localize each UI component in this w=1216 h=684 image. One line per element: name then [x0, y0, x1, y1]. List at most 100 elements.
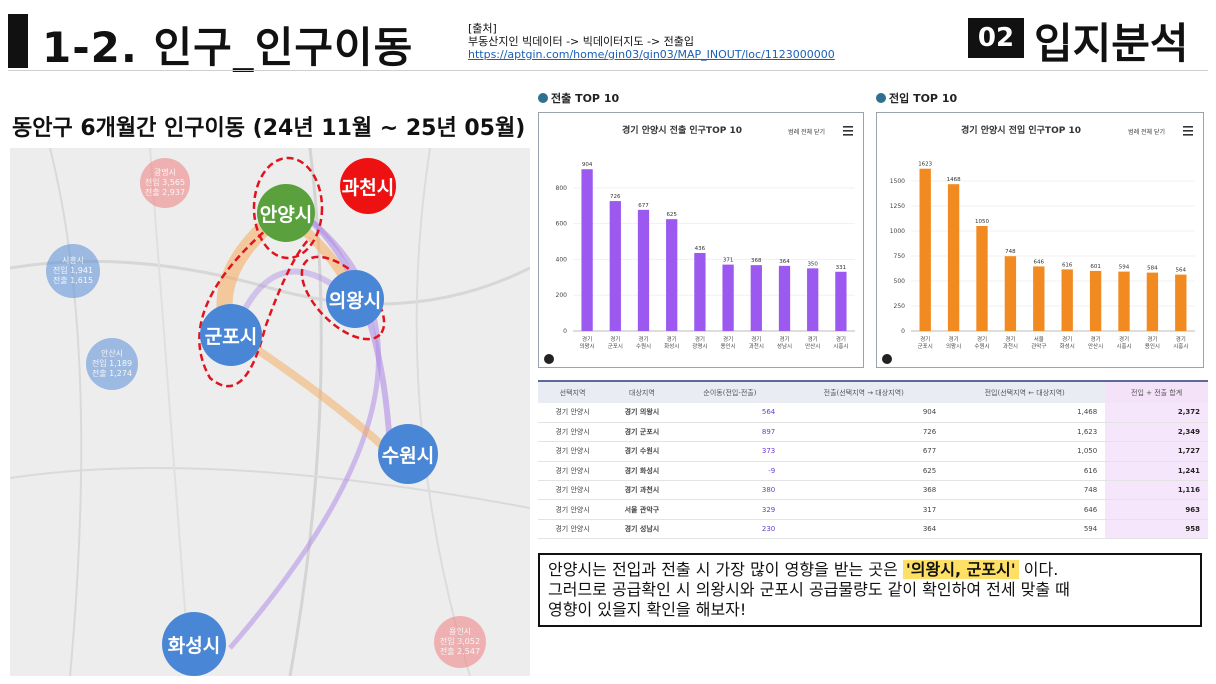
legend-toggle-button[interactable]: 범례 전체 닫기	[788, 128, 825, 136]
note-line-1: 안양시는 전입과 전출 시 가장 많이 영향을 받는 곳은 '의왕시, 군포시'…	[548, 560, 1192, 580]
data-label: 331	[836, 265, 847, 271]
bubble-text: 시흥시	[61, 256, 85, 265]
data-label: 594	[1119, 265, 1130, 271]
col-header[interactable]: 전입 + 전출 합계	[1105, 380, 1208, 403]
y-tick-label: 500	[894, 278, 906, 285]
x-tick-label: 의왕시	[946, 342, 961, 350]
section-number: 02	[968, 18, 1024, 58]
home-icon	[882, 354, 892, 364]
data-label: 904	[582, 162, 593, 168]
x-tick-label: 광명시	[692, 343, 707, 350]
city-gwacheon[interactable]: 과천시	[340, 158, 396, 214]
source-path: 부동산지인 빅데이터 -> 빅데이터지도 -> 전출입	[468, 35, 695, 48]
x-tick-label: 수원시	[974, 342, 989, 350]
table-row[interactable]: 경기 안양시 경기 성남시 230 364 594 958	[538, 519, 1208, 540]
migration-table: 선택지역 대상지역 순이동(전입-전출) 전출(선택지역 → 대상지역) 전입(…	[538, 380, 1208, 540]
chart-title: 경기 안양시 전출 인구TOP 10	[622, 124, 742, 136]
map-bubble-yongin: 용인시 전입 3,052 전출 2,547	[434, 616, 486, 668]
legend-toggle-button[interactable]: 범례 전체 닫기	[1128, 128, 1165, 136]
col-header[interactable]: 대상지역	[607, 380, 677, 403]
chart-title: 경기 안양시 전입 인구TOP 10	[961, 124, 1081, 136]
bubble-text: 안산시	[100, 349, 124, 358]
table-row[interactable]: 경기 안양시 경기 화성시 -9 625 616 1,241	[538, 461, 1208, 482]
data-label: 1050	[975, 219, 989, 225]
bar	[778, 265, 791, 331]
bar	[807, 268, 819, 331]
table-cell: 경기 안양시	[538, 441, 608, 462]
table-row[interactable]: 경기 안양시 경기 군포시 897 726 1,623 2,349	[538, 422, 1208, 443]
x-tick-label: 경기	[582, 335, 592, 343]
x-tick-label: 성남시	[777, 342, 792, 350]
x-tick-label: 과천시	[1003, 342, 1018, 350]
table-cell: 2,349	[1105, 422, 1208, 443]
data-label: 726	[610, 194, 621, 200]
city-hwaseong[interactable]: 화성시	[162, 612, 226, 676]
x-tick-label: 경기	[836, 335, 846, 343]
x-tick-label: 화성시	[1060, 342, 1075, 350]
x-tick-label: 경기	[808, 335, 818, 343]
city-anyang[interactable]: 안양시	[257, 184, 315, 242]
bar	[1033, 266, 1045, 331]
bar	[637, 209, 650, 331]
x-tick-label: 경기	[723, 335, 733, 343]
table-header-row: 선택지역 대상지역 순이동(전입-전출) 전출(선택지역 → 대상지역) 전입(…	[538, 380, 1208, 403]
bubble-text: 전입 1,941	[52, 266, 94, 275]
table-cell: 329	[676, 499, 784, 520]
table-cell: 726	[783, 422, 945, 443]
menu-icon[interactable]	[843, 126, 853, 136]
note-line-3: 영향이 있을지 확인을 해보자!	[548, 600, 747, 619]
col-header[interactable]: 선택지역	[538, 380, 608, 403]
table-cell: 경기 의왕시	[607, 403, 677, 423]
table-row[interactable]: 경기 안양시 경기 과천시 380 368 748 1,116	[538, 480, 1208, 501]
menu-icon[interactable]	[1183, 126, 1193, 136]
bar	[750, 265, 762, 331]
page-title: 1-2. 인구_인구이동	[42, 23, 414, 72]
x-tick-label: 경기	[920, 335, 930, 343]
table-cell: 경기 안양시	[538, 403, 608, 423]
table-row[interactable]: 경기 안양시 경기 수원시 373 677 1,050 1,727	[538, 441, 1208, 462]
y-tick-label: 1250	[890, 203, 905, 210]
table-cell: 963	[1105, 499, 1208, 520]
city-suwon[interactable]: 수원시	[378, 424, 438, 484]
y-tick-label: 0	[563, 328, 567, 335]
data-label: 371	[723, 258, 734, 264]
header-divider	[8, 70, 1208, 71]
table-cell: -9	[676, 461, 784, 482]
bar	[581, 169, 593, 331]
note-line-2: 그러므로 공급확인 시 의왕시와 군포시 공급물량도 같이 확인하여 전세 맞출…	[548, 580, 1070, 599]
bar	[1118, 271, 1130, 331]
bar	[1004, 256, 1017, 331]
x-tick-label: 경기	[638, 335, 648, 343]
table-row[interactable]: 경기 안양시 서울 관악구 329 317 646 963	[538, 499, 1208, 520]
in-bar-chart: 경기 안양시 전입 인구TOP 10 범례 전체 닫기 0 250 500 750 1000…	[876, 112, 1204, 368]
table-cell: 경기 안양시	[538, 519, 608, 540]
city-uiwang[interactable]: 의왕시	[326, 270, 384, 328]
map-bubble-siheung: 시흥시 전입 1,941 전출 1,615	[46, 244, 100, 298]
col-header[interactable]: 전출(선택지역 → 대상지역)	[783, 380, 945, 403]
menu-icon-line	[843, 126, 853, 128]
note-text: 안양시는 전입과 전출 시 가장 많이 영향을 받는 곳은	[548, 560, 903, 579]
out-bar-chart-svg: 경기 안양시 전출 인구TOP 10 범례 전체 닫기 0 200 400 600 800 9…	[544, 124, 855, 364]
table-cell: 594	[944, 519, 1106, 540]
bubble-text: 전입 1,189	[91, 359, 133, 368]
x-tick-label: 시흥시	[1116, 342, 1131, 350]
data-label: 364	[779, 259, 790, 265]
table-cell: 958	[1105, 519, 1208, 540]
x-tick-label: 경기	[1005, 335, 1015, 343]
map-subtitle: 동안구 6개월간 인구이동 (24년 11월 ~ 25년 05월)	[12, 116, 526, 141]
table-cell: 경기 안양시	[538, 480, 608, 501]
data-label: 564	[1176, 268, 1187, 274]
bubble-text: 전출 2,547	[439, 647, 481, 656]
city-gunpo[interactable]: 군포시	[200, 304, 262, 366]
y-tick-label: 250	[894, 303, 906, 310]
table-cell: 616	[944, 461, 1106, 482]
out-chart-caption-text: 전출 TOP 10	[551, 92, 620, 105]
col-header[interactable]: 순이동(전입-전출)	[676, 380, 784, 403]
bubble-text: 전입 3,052	[439, 637, 481, 646]
x-tick-label: 용인시	[721, 343, 736, 350]
pin-icon	[538, 93, 548, 103]
source-link[interactable]: https://aptgin.com/home/gin03/gin03/MAP_…	[468, 48, 835, 61]
col-header[interactable]: 전입(선택지역 ← 대상지역)	[944, 380, 1106, 403]
table-row[interactable]: 경기 안양시 경기 의왕시 564 904 1,468 2,372	[538, 403, 1208, 423]
table-cell: 서울 관악구	[607, 499, 677, 520]
